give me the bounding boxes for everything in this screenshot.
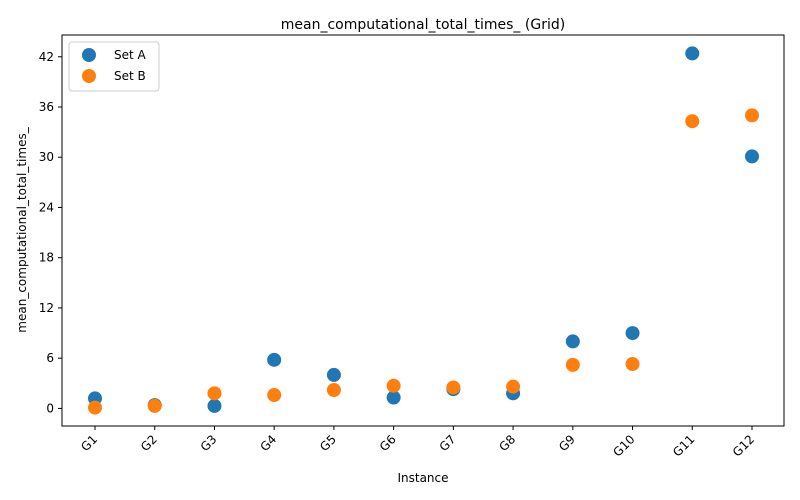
data-points [88,46,759,415]
x-tick-label: G9 [556,432,578,454]
legend: Set A Set B [68,41,160,92]
plot-area [62,35,784,426]
point-set-a-g6 [386,390,401,405]
x-tick-label: G7 [437,432,459,454]
point-set-b-g10 [625,357,640,372]
y-tick-label: 42 [39,50,54,64]
x-tick-label: G5 [317,432,339,454]
point-set-b-g12 [745,108,759,123]
point-set-a-g12 [745,149,759,164]
point-set-b-g5 [326,382,341,397]
plot-frame [61,34,785,427]
point-set-b-g3 [207,386,222,401]
legend-label-set-a: Set A [114,48,147,62]
x-tick-label: G2 [138,432,160,454]
x-tick-label: G6 [377,432,399,454]
y-tick-label: 6 [46,351,54,365]
y-tick-label: 30 [39,150,54,164]
point-set-b-g9 [565,357,580,372]
y-tick-label: 0 [46,401,54,415]
point-set-a-g4 [267,352,282,367]
x-tick-label: G8 [496,432,518,454]
legend-label-set-b: Set B [114,69,146,83]
point-set-a-g9 [565,334,580,349]
y-tick-label: 24 [39,200,54,214]
x-axis-label: Instance [397,471,448,485]
y-tick-label: 18 [39,251,54,265]
x-tick-label: G4 [257,432,279,454]
x-tick-label: G10 [610,432,637,459]
x-tick-label: G3 [198,432,220,454]
x-tick-label: G1 [78,432,100,454]
y-tick-label: 36 [39,100,54,114]
point-set-b-g1 [88,400,102,415]
y-axis-label: mean_computational_total_times_ [15,126,29,332]
legend-marker-set-a [82,48,96,62]
chart-title: mean_computational_total_times_ (Grid) [281,17,565,33]
point-set-b-g4 [267,388,282,403]
point-set-b-g11 [685,114,700,129]
legend-marker-set-b [82,69,96,83]
y-axis: 0 6 12 18 24 30 36 42 [39,50,62,415]
x-axis: G1 G2 G3 G4 G5 G6 G7 G8 G9 G10 G11 G12 [78,426,757,460]
point-set-b-g2 [147,398,162,413]
x-tick-label: G11 [670,432,697,459]
point-set-b-g7 [446,380,461,395]
point-set-a-g3 [207,398,222,413]
y-tick-label: 12 [39,301,54,315]
x-tick-label: G12 [730,432,757,459]
point-set-a-g11 [685,46,700,61]
point-set-b-g8 [506,379,521,394]
point-set-a-g5 [326,367,341,382]
point-set-b-g6 [386,378,401,393]
point-set-a-g10 [625,326,640,341]
